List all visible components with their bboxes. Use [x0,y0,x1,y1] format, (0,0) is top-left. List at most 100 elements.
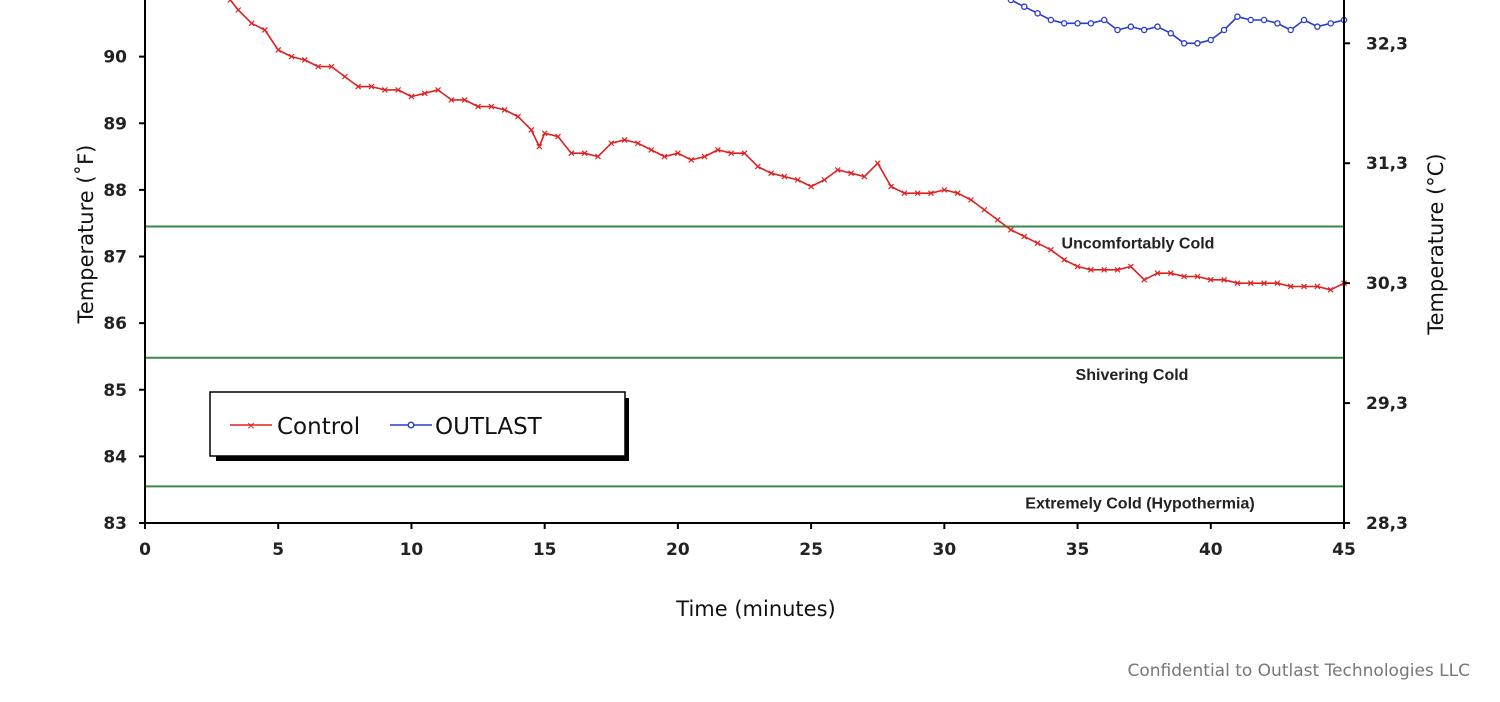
data-point [1314,283,1321,290]
data-point [808,183,815,190]
data-point [315,63,322,70]
data-point [1194,273,1201,280]
data-point [1274,20,1281,27]
data-point [768,170,775,177]
y-tick-label: 85 [103,381,127,401]
data-point [1247,280,1254,287]
data-point [1154,23,1161,30]
data-point [1260,16,1268,24]
legend-outlast-marker [407,421,415,429]
data-point [1327,286,1334,293]
x-tick-label: 15 [533,540,557,560]
series-line [1010,0,1345,45]
data-point [541,130,548,137]
series-control [227,0,1347,293]
data-point [861,173,868,180]
x-tick-label: 40 [1199,540,1223,560]
data-point [235,7,242,13]
data-point [781,173,788,180]
data-point [301,57,308,63]
data-point [536,143,543,150]
ticks: 0 5 10 15 20 25 30 35 40 45 83 84 85 86 87 88 89 90 28,3 29… [103,34,1408,560]
data-point [968,196,974,203]
data-point [381,87,388,93]
y2-tick-label: 31,3 [1366,154,1408,174]
legend-outlast-label: OUTLAST [435,414,543,440]
y-tick-label: 89 [103,114,127,134]
data-point [355,83,362,90]
legend-control-label: Control [277,414,360,440]
threshold-label: Extremely Cold (Hypothermia) [1025,495,1254,512]
data-point [328,63,335,70]
data-point [914,190,921,197]
data-point [928,190,934,197]
data-point [648,146,655,153]
data-point [1167,270,1174,277]
y-tick-label: 88 [103,181,127,201]
data-point [1127,23,1135,30]
y2-axis-title: Temperature (°C) [1424,153,1448,335]
series-line [229,0,1345,291]
x-tick-label: 35 [1066,540,1090,560]
data-point [275,47,282,53]
y-tick-label: 90 [103,48,127,68]
data-point [1154,270,1161,277]
x-tick-label: 5 [272,540,284,560]
y2-tick-label: 32,3 [1366,34,1408,54]
threshold-lines: Uncomfortably Cold Shivering Cold Extremel… [145,225,1344,512]
series-layer [227,0,1348,293]
y-axis-title: Temperature (˚F) [74,145,98,325]
y-tick-label: 83 [103,514,127,534]
legend: × Control OUTLAST [209,391,629,461]
threshold-label: Shivering Cold [1076,367,1189,384]
data-point [634,140,641,147]
data-point [1314,23,1321,30]
data-point [1287,26,1294,34]
data-point [227,0,234,3]
threshold-label: Uncomfortably Cold [1062,236,1215,253]
y-tick-label: 87 [103,248,127,268]
data-point [1074,263,1081,270]
data-point [848,170,855,177]
legend-control-marker: × [246,419,255,432]
data-point [954,190,961,197]
data-point [568,150,575,157]
data-point [1301,283,1307,290]
y2-tick-label: 29,3 [1366,394,1408,414]
data-point [714,146,721,153]
footer-confidential-note: Confidential to Outlast Technologies LLC [1128,661,1471,681]
data-point [688,156,695,163]
data-point [834,166,841,173]
data-point [395,87,402,93]
data-point [1181,273,1188,280]
data-point [1141,276,1148,283]
data-point [901,190,908,197]
data-point [528,126,535,133]
data-point [595,153,601,160]
data-point [408,93,415,100]
data-point [288,53,295,60]
data-point [1287,283,1294,290]
data-point [515,113,521,120]
data-point [368,83,375,90]
data-point [1047,246,1054,253]
data-point [1127,263,1134,270]
y-tick-label: 86 [103,314,127,334]
data-point [1061,256,1068,263]
data-point [1207,276,1214,283]
data-point [1087,20,1095,27]
data-point [741,150,748,157]
data-point [461,97,468,103]
data-point [1180,40,1188,47]
data-point [488,103,495,110]
data-point [728,150,735,157]
data-point [1114,26,1121,34]
data-point [1234,280,1241,287]
data-point [1034,240,1041,247]
data-point [674,150,681,157]
data-point [941,186,948,193]
data-point [1007,0,1015,4]
data-point [1021,233,1028,240]
series-outlast [1007,0,1348,47]
x-tick-label: 20 [666,540,690,560]
